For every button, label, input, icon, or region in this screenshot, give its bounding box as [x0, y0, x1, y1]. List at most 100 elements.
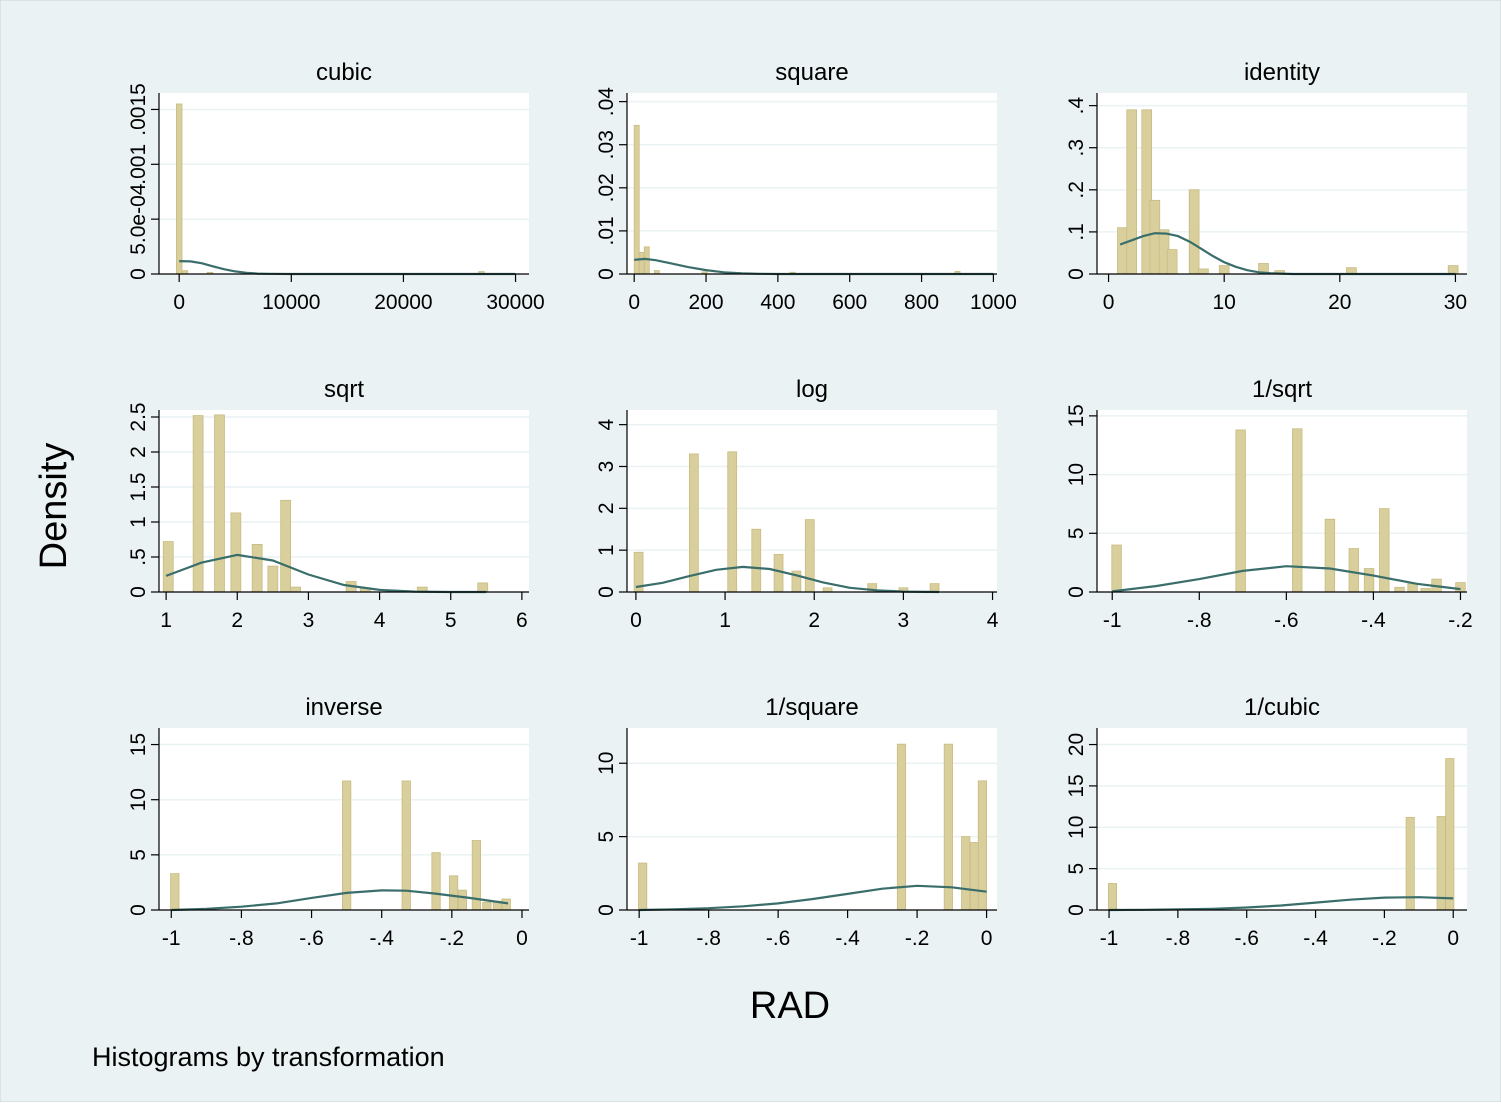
- histogram-bar: [267, 565, 279, 593]
- y-tick-label: .01: [595, 216, 618, 245]
- x-tick-label: 0: [516, 927, 528, 950]
- x-tick-label: -1: [162, 927, 181, 950]
- histogram-bar: [1455, 582, 1466, 593]
- histogram-bar: [1235, 429, 1246, 593]
- plot-area: [627, 728, 997, 910]
- y-tick-label: .3: [1065, 139, 1088, 157]
- histogram-bar: [689, 453, 699, 593]
- histogram-bar: [1149, 199, 1161, 275]
- x-tick-label: -.2: [1448, 609, 1473, 632]
- x-tick-label: -.6: [766, 927, 791, 950]
- histogram-bar: [1407, 583, 1418, 593]
- y-tick-label: 5: [595, 831, 618, 843]
- histogram-bar: [1188, 189, 1200, 275]
- y-tick-label: 0: [595, 268, 618, 280]
- x-tick-label: 0: [628, 291, 640, 314]
- y-tick-label: 5: [127, 849, 150, 861]
- plot-area: [1097, 728, 1467, 910]
- x-tick-label: -1: [1100, 927, 1119, 950]
- x-tick-label: 20: [1328, 291, 1351, 314]
- histogram-bar: [804, 519, 815, 593]
- plot-area: [1097, 410, 1467, 592]
- y-tick-label: 0: [1065, 904, 1088, 916]
- histogram-bar: [1447, 265, 1459, 275]
- histogram-bar: [969, 842, 979, 911]
- x-tick-label: 20000: [374, 291, 432, 314]
- histogram-bar: [1126, 109, 1138, 275]
- panel-8: 0 5 10 -1 -.8 -.6 -.4 -.2 0 1/square: [595, 694, 997, 950]
- y-tick-label: 0: [127, 268, 150, 280]
- histogram-bar: [251, 544, 263, 593]
- y-tick-label: .5: [127, 548, 150, 566]
- density-curve: [635, 565, 940, 594]
- histogram-bar: [1348, 548, 1360, 593]
- y-tick-label: .04: [595, 87, 618, 117]
- y-tick-label: 10: [127, 788, 150, 811]
- x-tick-label: -.8: [1166, 927, 1191, 950]
- histogram-bar: [1107, 883, 1118, 911]
- histogram-bar: [1111, 544, 1122, 593]
- histogram-bar: [1166, 249, 1178, 275]
- x-tick-label: 600: [832, 291, 867, 314]
- x-tick-label: 1: [160, 609, 172, 632]
- x-tick-label: 4: [374, 609, 386, 632]
- x-tick-label: -.2: [1372, 927, 1397, 950]
- x-tick-label: -.8: [229, 927, 254, 950]
- panel-title-cubic: cubic: [316, 59, 372, 86]
- histogram-bar: [638, 862, 648, 911]
- x-tick-label: -.8: [1187, 609, 1212, 632]
- histogram-bar: [961, 836, 971, 911]
- histogram-bar: [929, 583, 940, 593]
- histogram-bar: [162, 541, 174, 593]
- y-tick-label: 10: [1065, 463, 1088, 486]
- y-tick-label: 1: [127, 516, 150, 528]
- plot-area: [627, 93, 997, 274]
- x-tick-label: 0: [1103, 291, 1115, 314]
- panel-title-1-sqrt: 1/sqrt: [1252, 376, 1312, 403]
- y-axis-title: Density: [33, 443, 75, 570]
- histogram-bar: [773, 553, 784, 593]
- density-curve: [171, 889, 509, 912]
- y-tick-label: .4: [1065, 97, 1088, 115]
- histogram-bar: [1394, 586, 1405, 593]
- y-tick-label: 10: [1065, 816, 1088, 839]
- panel-2: 0 .01 .02 .03 .04 0 200 400 600 800 1000 square: [595, 59, 1017, 314]
- x-tick-label: 3: [898, 609, 910, 632]
- x-tick-label: 0: [630, 609, 642, 632]
- histogram-bar: [633, 124, 640, 275]
- histogram-bar: [342, 780, 352, 911]
- panel-5: 0 1 2 3 4 0 1 2 3 4 log: [595, 376, 999, 632]
- x-tick-label: -.6: [1234, 927, 1259, 950]
- x-tick-label: 4: [987, 609, 999, 632]
- x-tick-label: 0: [981, 927, 993, 950]
- y-tick-label: 0: [595, 904, 618, 916]
- x-tick-label: -.6: [1274, 609, 1299, 632]
- histogram-bar: [1218, 265, 1230, 275]
- y-tick-label: 10: [595, 752, 618, 775]
- y-tick-label: 4: [595, 418, 618, 430]
- panel-title-sqrt: sqrt: [324, 376, 364, 403]
- histogram-bar: [448, 875, 459, 911]
- x-tick-label: 1000: [970, 291, 1017, 314]
- x-tick-label: -.4: [1361, 609, 1386, 632]
- y-tick-label: .2: [1065, 181, 1088, 199]
- histogram-bar: [1445, 758, 1455, 911]
- x-tick-label: -.8: [696, 927, 721, 950]
- histogram-bar: [1198, 268, 1209, 275]
- y-tick-label: .001: [127, 144, 150, 185]
- histogram-bar: [290, 586, 301, 593]
- y-tick-label: 0: [127, 904, 150, 916]
- x-tick-label: 2: [808, 609, 820, 632]
- x-tick-label: 0: [173, 291, 185, 314]
- y-tick-label: .1: [1065, 223, 1088, 241]
- panel-7: 0 5 10 15 -1 -.8 -.6 -.4 -.2 0 inverse: [127, 694, 529, 950]
- y-tick-label: 20: [1065, 733, 1088, 756]
- panel-title-1-cubic: 1/cubic: [1244, 694, 1320, 721]
- x-tick-label: 1: [719, 609, 731, 632]
- y-tick-label: 1.5: [127, 472, 150, 501]
- histogram-bar: [501, 898, 511, 911]
- x-tick-label: 10000: [262, 291, 320, 314]
- panel-6: 0 5 10 15 -1 -.8 -.6 -.4 -.2 1/sqrt: [1065, 376, 1473, 632]
